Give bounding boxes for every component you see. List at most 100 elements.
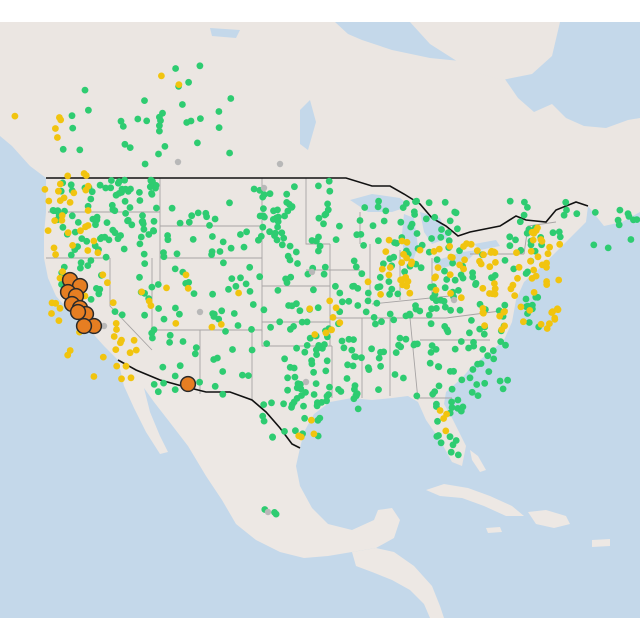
station-marker-good[interactable] [489,274,496,282]
station-marker-good[interactable] [446,217,454,225]
station-marker-good[interactable] [497,338,505,345]
station-marker-good[interactable] [248,326,255,333]
station-marker-good[interactable] [522,295,530,303]
station-marker-good[interactable] [284,374,291,382]
station-marker-good[interactable] [87,257,95,264]
station-marker-good[interactable] [395,341,402,349]
station-marker-good[interactable] [433,305,440,312]
station-marker-good[interactable] [219,390,227,398]
station-marker-good[interactable] [406,311,414,319]
station-marker-moderate[interactable] [118,375,125,383]
station-marker-good[interactable] [310,286,317,294]
station-marker-good[interactable] [246,288,254,295]
station-marker-moderate[interactable] [364,278,372,286]
station-marker-good[interactable] [291,373,299,381]
station-marker-good[interactable] [160,379,168,387]
station-marker-moderate[interactable] [491,280,498,287]
station-marker-moderate[interactable] [130,336,138,344]
station-marker-good[interactable] [179,338,187,345]
station-marker-good[interactable] [444,229,452,237]
station-marker-good[interactable] [185,78,193,86]
station-marker-moderate[interactable] [486,263,494,271]
station-marker-good[interactable] [416,307,424,315]
station-marker-good[interactable] [81,86,89,94]
station-marker-good[interactable] [194,139,201,147]
station-marker-good[interactable] [332,282,339,290]
station-marker-good[interactable] [263,340,271,347]
station-marker-good[interactable] [413,392,421,400]
station-marker-moderate[interactable] [507,285,515,293]
station-marker-moderate[interactable] [208,323,216,331]
station-marker-good[interactable] [336,222,343,230]
station-marker-moderate[interactable] [527,257,534,265]
station-marker-moderate[interactable] [58,212,66,219]
station-marker-no-data[interactable] [302,378,310,386]
station-marker-moderate[interactable] [66,199,74,206]
station-marker-good[interactable] [126,204,134,211]
station-marker-good[interactable] [560,211,568,219]
station-marker-good[interactable] [368,345,375,353]
station-marker-good[interactable] [301,348,309,356]
station-marker-moderate[interactable] [56,180,64,188]
station-marker-moderate[interactable] [543,325,551,332]
station-marker-good[interactable] [288,404,295,411]
station-marker-good[interactable] [372,320,379,328]
station-marker-good[interactable] [111,308,119,315]
station-marker-good[interactable] [402,335,410,343]
station-marker-good[interactable] [300,402,307,410]
station-marker-good[interactable] [152,184,159,192]
station-marker-good[interactable] [435,382,443,390]
station-marker-good[interactable] [89,215,97,223]
station-marker-good[interactable] [243,228,251,236]
station-marker-good[interactable] [284,386,291,394]
station-marker-moderate[interactable] [41,186,49,193]
station-marker-good[interactable] [285,302,292,309]
station-marker-good[interactable] [573,210,581,218]
station-marker-moderate[interactable] [310,430,318,438]
station-marker-good[interactable] [466,329,473,337]
station-marker-good[interactable] [394,290,402,298]
station-marker-good[interactable] [111,207,119,215]
station-marker-good[interactable] [171,372,179,380]
station-marker-good[interactable] [77,259,85,267]
station-marker-moderate[interactable] [436,407,444,414]
station-marker-good[interactable] [209,233,216,240]
station-marker-good[interactable] [352,263,360,271]
station-marker-good[interactable] [314,416,322,424]
station-marker-good[interactable] [287,273,295,281]
station-marker-moderate[interactable] [94,249,102,257]
station-marker-moderate[interactable] [385,271,393,279]
station-marker-good[interactable] [74,219,82,226]
station-marker-good[interactable] [364,297,372,305]
station-marker-moderate[interactable] [50,244,58,252]
station-marker-good[interactable] [499,385,507,393]
station-marker-good[interactable] [127,185,134,193]
station-marker-good[interactable] [413,230,421,237]
station-marker-good[interactable] [111,229,119,237]
station-marker-good[interactable] [370,314,378,321]
station-marker-good[interactable] [380,217,388,225]
station-marker-good[interactable] [325,177,333,185]
air-quality-map[interactable] [0,22,640,618]
station-marker-good[interactable] [114,235,122,243]
station-marker-moderate[interactable] [297,433,305,441]
station-marker-moderate[interactable] [54,134,61,141]
station-marker-moderate[interactable] [447,290,454,297]
station-marker-moderate[interactable] [530,228,538,236]
station-marker-good[interactable] [126,144,134,152]
station-marker-good[interactable] [141,160,149,168]
station-marker-good[interactable] [155,305,163,312]
station-marker-moderate[interactable] [432,273,439,281]
station-marker-good[interactable] [625,212,633,220]
station-marker-good[interactable] [354,302,362,309]
station-marker-moderate[interactable] [406,289,414,297]
station-marker-good[interactable] [433,256,441,263]
station-marker-good[interactable] [456,306,464,314]
station-marker-good[interactable] [172,304,179,312]
station-marker-good[interactable] [172,65,180,72]
station-marker-good[interactable] [451,208,459,216]
station-marker-good[interactable] [454,225,461,233]
station-marker-moderate[interactable] [59,268,66,275]
station-marker-moderate[interactable] [113,362,121,370]
station-marker-good[interactable] [77,264,84,272]
